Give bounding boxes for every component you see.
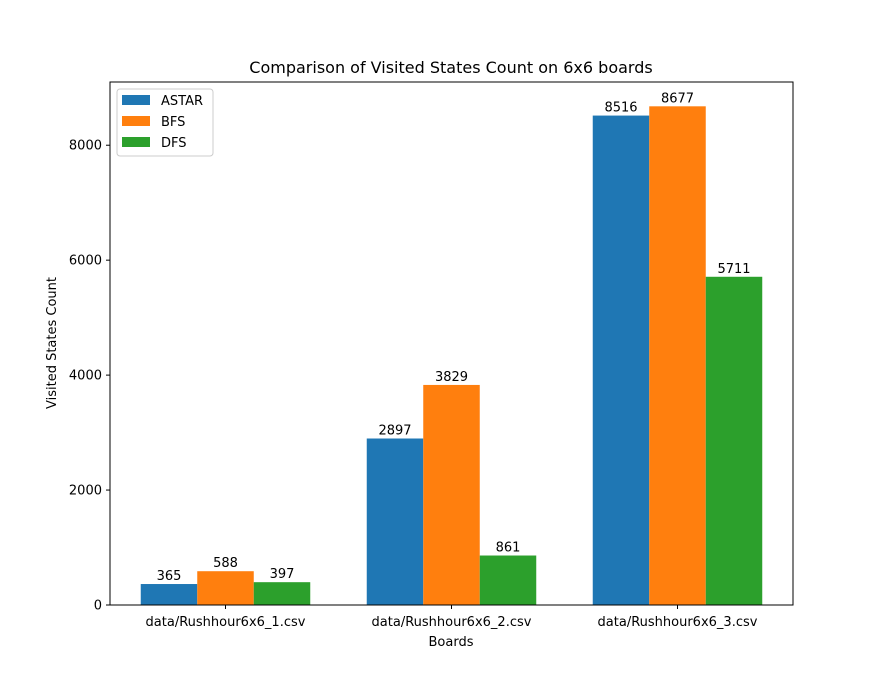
bar-value-label: 5711 xyxy=(717,262,750,277)
legend-label-astar: ASTAR xyxy=(161,94,203,109)
x-tick-label: data/Rushhour6x6_2.csv xyxy=(372,615,532,630)
bar-value-label: 588 xyxy=(213,556,238,571)
y-tick-label: 4000 xyxy=(69,369,102,384)
bar-astar-2 xyxy=(366,438,424,605)
legend-label-dfs: DFS xyxy=(161,136,187,151)
x-axis: data/Rushhour6x6_1.csv data/Rushhour6x6_2… xyxy=(146,605,758,630)
bar-dfs-3 xyxy=(705,276,763,605)
bars-group xyxy=(140,106,763,605)
y-axis: 0 2000 4000 6000 8000 xyxy=(69,139,110,614)
bar-bfs-1 xyxy=(197,571,254,605)
bar-value-label: 397 xyxy=(270,567,295,582)
bar-value-label: 8677 xyxy=(661,91,694,106)
x-axis-label: Boards xyxy=(429,635,474,650)
bar-bfs-3 xyxy=(649,106,706,605)
bar-dfs-2 xyxy=(479,555,537,605)
legend-swatch-bfs xyxy=(122,116,150,126)
bar-value-label: 365 xyxy=(157,569,182,584)
bar-value-label: 2897 xyxy=(378,424,411,439)
legend: ASTAR BFS DFS xyxy=(116,88,214,157)
chart-title: Comparison of Visited States Count on 6x… xyxy=(249,58,652,77)
bar-dfs-1 xyxy=(253,582,311,605)
bar-value-label: 3829 xyxy=(435,370,468,385)
bar-bfs-2 xyxy=(423,384,480,605)
x-tick-label: data/Rushhour6x6_3.csv xyxy=(598,615,758,630)
bar-value-label: 8516 xyxy=(604,101,637,116)
legend-label-bfs: BFS xyxy=(161,115,185,130)
y-tick-label: 2000 xyxy=(69,484,102,499)
legend-swatch-astar xyxy=(122,95,150,105)
legend-swatch-dfs xyxy=(122,137,150,147)
bar-astar-3 xyxy=(592,115,650,605)
bar-astar-1 xyxy=(140,584,198,605)
x-tick-label: data/Rushhour6x6_1.csv xyxy=(146,615,306,630)
y-axis-label: Visited States Count xyxy=(45,277,60,409)
bar-value-label: 861 xyxy=(496,541,521,556)
y-tick-label: 6000 xyxy=(69,254,102,269)
bar-labels-group: 365 2897 8516 588 3829 8677 397 861 5711 xyxy=(157,91,751,584)
y-tick-label: 0 xyxy=(94,599,102,614)
y-tick-label: 8000 xyxy=(69,139,102,154)
